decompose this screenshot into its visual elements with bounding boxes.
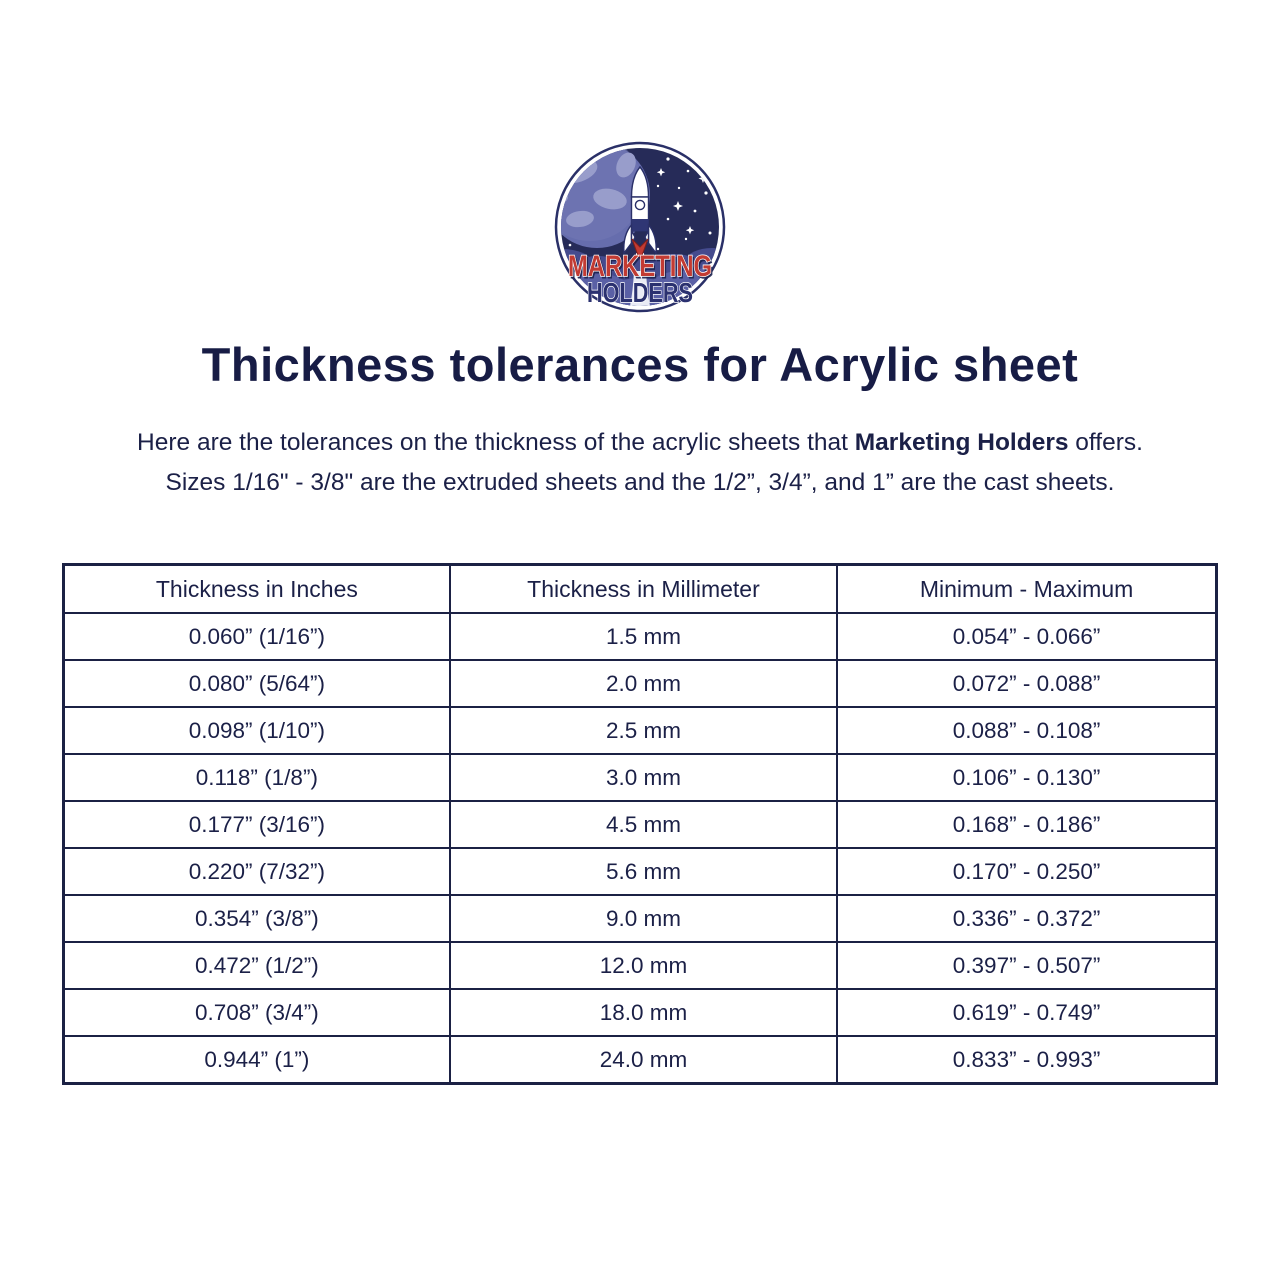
subtitle-line1-prefix: Here are the tolerances on the thickness… <box>137 429 855 457</box>
table-cell: 3.0 mm <box>448 753 839 803</box>
table-row: 0.177” (3/16”) 4.5 mm 0.168” - 0.186” <box>62 800 1218 850</box>
table-row: 0.080” (5/64”) 2.0 mm 0.072” - 0.088” <box>62 659 1218 709</box>
column-header: Minimum - Maximum <box>836 563 1218 615</box>
table-row: 0.354” (3/8”) 9.0 mm 0.336” - 0.372” <box>62 894 1218 944</box>
table-cell: 2.0 mm <box>448 659 839 709</box>
table-cell: 0.170” - 0.250” <box>836 847 1218 897</box>
table-cell: 0.220” (7/32”) <box>62 847 451 897</box>
rocket-icon <box>623 165 657 255</box>
table-cell: 0.472” (1/2”) <box>62 941 451 991</box>
table-row: 0.220” (7/32”) 5.6 mm 0.170” - 0.250” <box>62 847 1218 897</box>
table-cell: 0.098” (1/10”) <box>62 706 451 756</box>
column-header: Thickness in Inches <box>62 563 451 615</box>
table-cell: 0.054” - 0.066” <box>836 612 1218 662</box>
table-cell: 0.177” (3/16”) <box>62 800 451 850</box>
table-row: 0.118” (1/8”) 3.0 mm 0.106” - 0.130” <box>62 753 1218 803</box>
table-row: 0.060” (1/16”) 1.5 mm 0.054” - 0.066” <box>62 612 1218 662</box>
page-title: Thickness tolerances for Acrylic sheet <box>201 338 1079 391</box>
table-cell: 0.080” (5/64”) <box>62 659 451 709</box>
table-cell: 0.168” - 0.186” <box>836 800 1218 850</box>
table-cell: 0.354” (3/8”) <box>62 894 451 944</box>
table-cell: 0.397” - 0.507” <box>836 941 1218 991</box>
subtitle-line2: Sizes 1/16" - 3/8" are the extruded shee… <box>165 469 1115 497</box>
table-cell: 0.336” - 0.372” <box>836 894 1218 944</box>
table-cell: 0.833” - 0.993” <box>836 1035 1218 1085</box>
table-header-row: Thickness in Inches Thickness in Millimet… <box>62 563 1218 615</box>
table-cell: 4.5 mm <box>448 800 839 850</box>
tolerance-table: Thickness in Inches Thickness in Millimet… <box>62 563 1218 1086</box>
table-cell: 18.0 mm <box>448 988 839 1038</box>
column-header: Thickness in Millimeter <box>448 563 839 615</box>
table-cell: 0.118” (1/8”) <box>62 753 451 803</box>
subtitle: Here are the tolerances on the thickness… <box>0 423 1280 503</box>
svg-text:MARKETING: MARKETING <box>570 252 714 285</box>
table-row: Thickness in Inches Thickness in Millimet… <box>62 563 1218 615</box>
table-cell: 0.619” - 0.749” <box>836 988 1218 1038</box>
table-cell: 0.060” (1/16”) <box>62 612 451 662</box>
table-cell: 24.0 mm <box>448 1035 839 1085</box>
logo-container: MARKETING MARKETING HOLDERS <box>0 0 1280 317</box>
table-cell: 2.5 mm <box>448 706 839 756</box>
table-row: 0.708” (3/4”) 18.0 mm 0.619” - 0.749” <box>62 988 1218 1038</box>
marketing-holders-logo-icon: MARKETING MARKETING HOLDERS <box>554 141 726 313</box>
table-cell: 0.944” (1”) <box>62 1035 451 1085</box>
subtitle-brand-name: Marketing Holders <box>854 429 1069 457</box>
table-row: 0.098” (1/10”) 2.5 mm 0.088” - 0.108” <box>62 706 1218 756</box>
table-cell: 9.0 mm <box>448 894 839 944</box>
table-row: 0.472” (1/2”) 12.0 mm 0.397” - 0.507” <box>62 941 1218 991</box>
table-cell: 0.072” - 0.088” <box>836 659 1218 709</box>
rocket-flame <box>631 238 649 263</box>
table-cell: 0.088” - 0.108” <box>836 706 1218 756</box>
subtitle-line1-suffix: offers. <box>1068 429 1143 457</box>
table-body: 0.060” (1/16”) 1.5 mm 0.054” - 0.066” 0.080… <box>62 612 1218 1085</box>
table-cell: 5.6 mm <box>448 847 839 897</box>
table-cell: 12.0 mm <box>448 941 839 991</box>
table-row: 0.944” (1”) 24.0 mm 0.833” - 0.993” <box>62 1035 1218 1085</box>
table-cell: 0.106” - 0.130” <box>836 753 1218 803</box>
table-cell: 1.5 mm <box>448 612 839 662</box>
logo-text-marketing: MARKETING <box>568 250 712 283</box>
logo-wordmark: MARKETING MARKETING HOLDERS <box>567 249 714 309</box>
logo-text-holders: HOLDERS <box>587 277 693 308</box>
table-cell: 0.708” (3/4”) <box>62 988 451 1038</box>
